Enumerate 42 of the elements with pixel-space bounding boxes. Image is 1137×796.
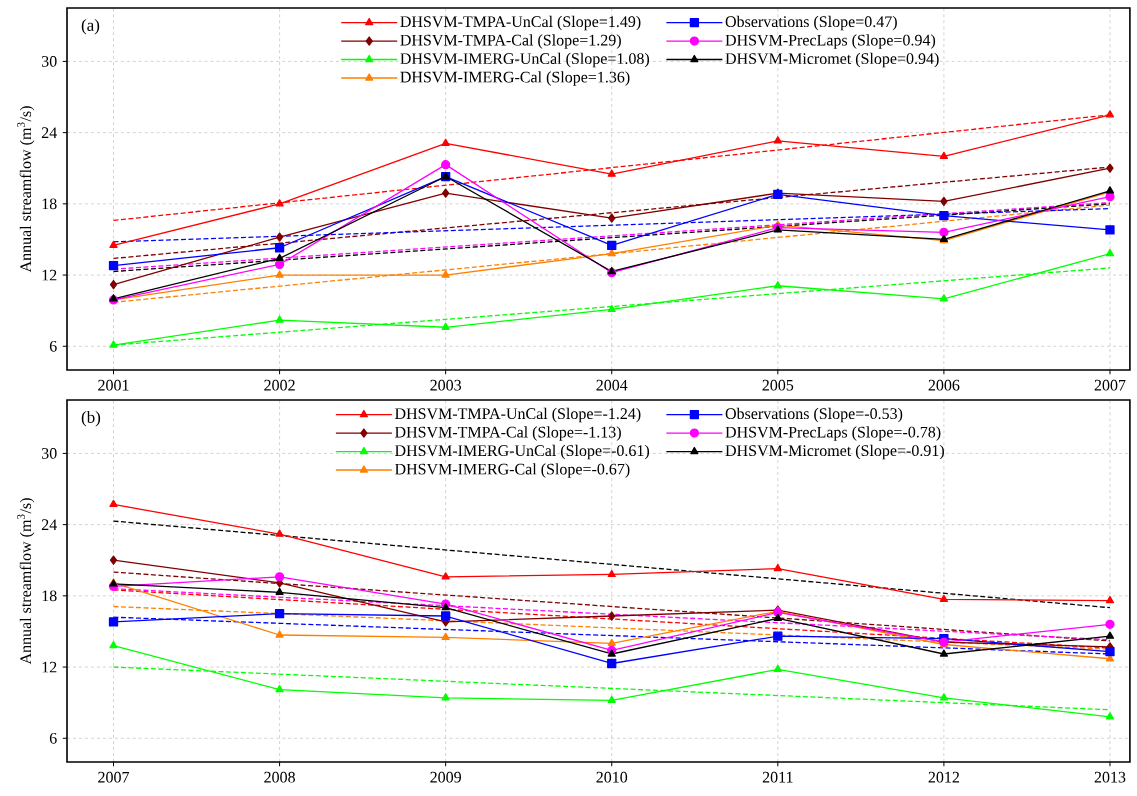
y-tick-label: 30 xyxy=(41,56,57,67)
x-tick-label: 2002 xyxy=(264,379,295,391)
legend-label: DHSVM-PrecLaps (Slope=0.94) xyxy=(725,34,936,49)
y-axis-title: Annual streamflow (m$^{3}$/s) xyxy=(17,106,35,273)
legend-label: DHSVM-IMERG-Cal (Slope=-0.67) xyxy=(394,463,630,478)
x-tick-label: 2011 xyxy=(762,771,793,783)
x-tick-label: 2004 xyxy=(596,379,628,391)
legend-label: DHSVM-IMERG-Cal (Slope=1.36) xyxy=(400,71,630,86)
y-tick-label: 18 xyxy=(42,198,57,210)
y-axis-title: Annual streamflow (m$^{3}$/s) xyxy=(17,498,35,665)
x-tick-label: 2001 xyxy=(98,379,129,391)
x-tick-label: 2007 xyxy=(98,771,130,783)
annotation: (a) xyxy=(81,18,100,35)
x-tick-label: 2010 xyxy=(596,771,628,783)
annotation: (b) xyxy=(81,410,101,427)
y-tick-label: 12 xyxy=(42,661,57,673)
legend-label: DHSVM-TMPA-Cal (Slope=-1.13) xyxy=(394,426,621,441)
legend-label: DHSVM-IMERG-UnCal (Slope=1.08) xyxy=(400,52,650,68)
legend-label: DHSVM-IMERG-UnCal (Slope=-0.61) xyxy=(394,444,650,460)
x-tick-label: 2003 xyxy=(430,379,462,391)
legend-label: DHSVM-TMPA-UnCal (Slope=1.49) xyxy=(400,15,641,31)
legend-label: DHSVM-TMPA-UnCal (Slope=-1.24) xyxy=(394,407,641,423)
x-tick-label: 2007 xyxy=(1094,379,1126,391)
x-tick-label: 2012 xyxy=(928,771,960,783)
y-tick-label: 6 xyxy=(49,340,57,352)
y-tick-label: 24 xyxy=(41,127,57,138)
x-tick-label: 2009 xyxy=(430,771,461,783)
x-tick-label: 2005 xyxy=(762,379,794,391)
y-tick-label: 6 xyxy=(49,732,57,744)
legend-label: DHSVM-PrecLaps (Slope=-0.78) xyxy=(725,426,941,441)
y-tick-label: 12 xyxy=(42,269,57,281)
x-tick-label: 2013 xyxy=(1094,771,1126,783)
y-tick-label: 30 xyxy=(41,448,57,459)
legend-label: DHSVM-TMPA-Cal (Slope=1.29) xyxy=(400,34,621,49)
legend-label: DHSVM-Micromet (Slope=0.94) xyxy=(725,52,939,68)
x-tick-label: 2008 xyxy=(264,771,295,783)
legend-label: Observations (Slope=-0.53) xyxy=(725,407,903,423)
x-tick-label: 2006 xyxy=(928,379,960,391)
y-tick-label: 24 xyxy=(41,519,57,530)
y-tick-label: 18 xyxy=(42,590,57,602)
legend-label: DHSVM-Micromet (Slope=-0.91) xyxy=(725,444,944,460)
legend-label: Observations (Slope=0.47) xyxy=(725,15,897,31)
